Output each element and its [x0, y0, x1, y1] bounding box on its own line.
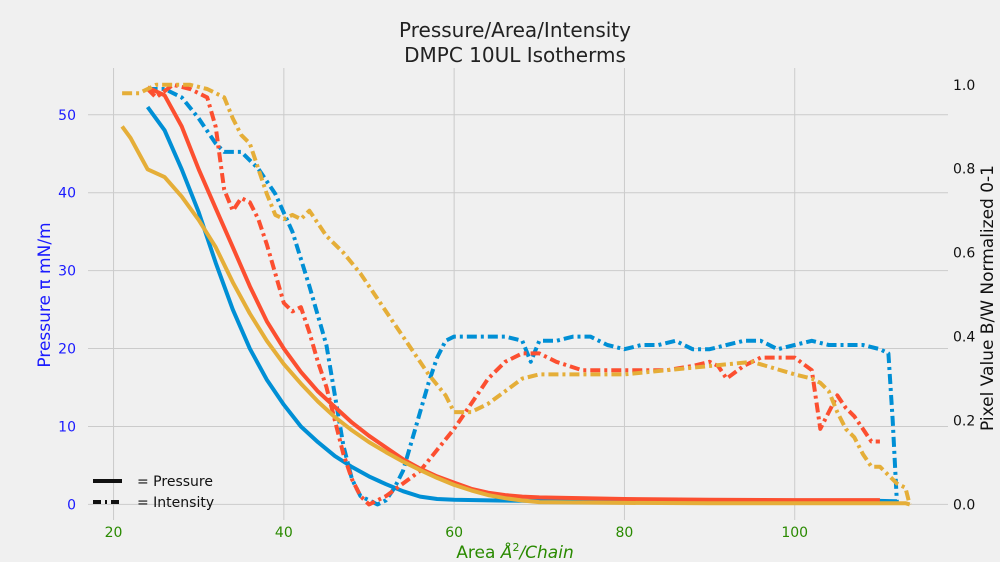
x-tick-label: 100 [781, 525, 808, 541]
left-tick-label: 0 [67, 497, 76, 513]
left-tick-label: 20 [58, 342, 76, 358]
left-axis-ticks: 0 10 20 30 40 50 [58, 108, 76, 514]
legend-label-intensity: = Intensity [137, 495, 214, 511]
x-tick-label: 40 [275, 525, 293, 541]
series-line-1-intensity [147, 87, 899, 507]
right-tick-label: 0.2 [953, 414, 975, 430]
right-tick-label: 0.0 [953, 497, 975, 513]
x-tick-label: 60 [445, 525, 463, 541]
series-line-3-intensity [146, 82, 880, 507]
x-tick-label: 80 [616, 525, 634, 541]
series-line-4-pressure [120, 125, 911, 507]
series-group [120, 82, 912, 507]
right-tick-label: 0.6 [953, 246, 975, 262]
legend-label-pressure: = Pressure [137, 474, 213, 490]
left-axis-label: Pressure π mN/m [35, 222, 55, 367]
right-tick-label: 0.4 [953, 330, 975, 346]
chart-title-line-2: DMPC 10UL Isotherms [404, 43, 626, 67]
left-tick-label: 50 [58, 108, 76, 124]
x-axis-label: Area Å2/Chain [456, 541, 573, 562]
right-axis-ticks: 0.0 0.2 0.4 0.6 0.8 1.0 [953, 78, 975, 514]
right-tick-label: 0.8 [953, 162, 975, 178]
series-line-5-intensity [122, 82, 912, 505]
x-axis-ticks: 20 40 60 80 100 [105, 525, 808, 541]
grid-lines [88, 68, 948, 520]
left-tick-label: 10 [58, 419, 76, 435]
left-tick-label: 40 [58, 186, 76, 202]
series-line-2-pressure [146, 85, 880, 503]
legend: = Pressure = Intensity [93, 474, 214, 511]
right-tick-label: 1.0 [953, 78, 975, 94]
x-tick-label: 20 [105, 525, 123, 541]
chart-title-line-1: Pressure/Area/Intensity [399, 18, 631, 42]
right-axis-label: Pixel Value B/W Normalized 0-1 [978, 165, 998, 431]
left-tick-label: 30 [58, 264, 76, 280]
